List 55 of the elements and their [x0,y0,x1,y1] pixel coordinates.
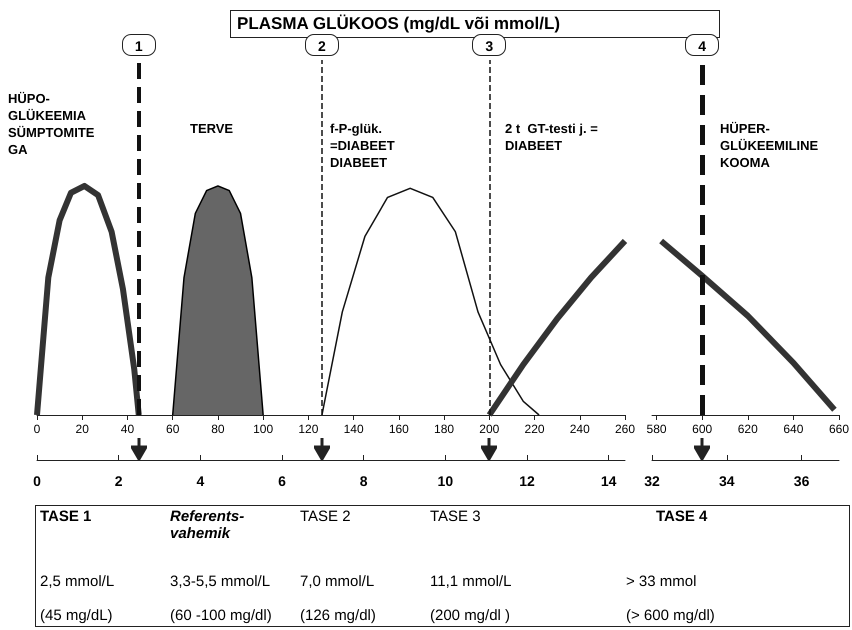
x-tick-label: 660 [828,422,850,436]
x-tick-label: 160 [388,422,410,436]
x2-tick-label: 6 [278,473,286,489]
text: HÜPER- GLÜKEEMILINE KOOMA [720,120,818,171]
text: TASE 4 [655,507,708,527]
x2-tick-label: 34 [719,473,735,489]
x-tick-label: 200 [479,422,500,436]
x2-tick-label: 14 [600,473,617,489]
text: 3,3-5,5 mmol/L [169,572,272,592]
x2-tick-label: 10 [438,473,454,489]
text: TASE 1 [39,507,92,527]
text: (> 600 mg/dl) [625,606,716,626]
x-tick-label: 240 [570,422,590,436]
text: TASE 2 [299,507,352,527]
text: 2 [304,34,339,56]
x2-tick-label: 8 [360,473,368,489]
text: Referents- vahemik [169,507,246,544]
text: > 33 mmol [625,572,698,592]
x-tick-label: 140 [344,422,364,436]
text: TASE 3 [429,507,482,527]
x-tick-label: 40 [120,422,134,436]
x-tick-label: 100 [253,422,274,436]
x-tick-label: 0 [34,422,41,436]
text: 3 [472,34,506,56]
chart-title: PLASMA GLÜKOOS (mg/dL või mmol/L) [230,10,720,38]
text: f-P-glük. =DIABEET DIABEET [330,120,395,171]
text: HÜPO- GLÜKEEMIA SÜMPTOMITE GA [8,90,94,158]
text: (45 mg/dL) [39,606,114,626]
text: 7,0 mmol/L [299,572,376,592]
text: (200 mg/dl ) [429,606,512,626]
x-tick-label: 180 [434,422,454,436]
text: 1 [122,34,156,56]
x-tick-label: 60 [166,422,180,436]
x-tick-label: 120 [298,422,319,436]
text: TERVE [190,120,234,137]
x2-tick-label: 12 [519,473,535,489]
text: (126 mg/dl) [299,606,377,626]
x-tick-label: 620 [738,422,758,436]
text: 2,5 mmol/L [39,572,116,592]
x-tick-label: 20 [76,422,90,436]
text: 4 [685,34,720,56]
x-tick-label: 580 [646,422,667,436]
x2-tick-label: 32 [644,473,660,489]
x2-tick-label: 4 [196,473,204,489]
x-tick-label: 600 [692,422,712,436]
x2-tick-label: 0 [33,473,42,489]
x-tick-label: 80 [211,422,225,436]
text: 11,1 mmol/L [429,572,512,592]
x2-tick-label: 36 [794,473,810,489]
text: (60 -100 mg/dl) [169,606,273,626]
text: 2 t GT-testi j. = DIABEET [505,120,598,154]
x-tick-label: 640 [783,422,804,436]
x2-tick-label: 2 [114,473,123,489]
x-tick-label: 260 [614,422,636,436]
x-tick-label: 220 [524,422,545,436]
